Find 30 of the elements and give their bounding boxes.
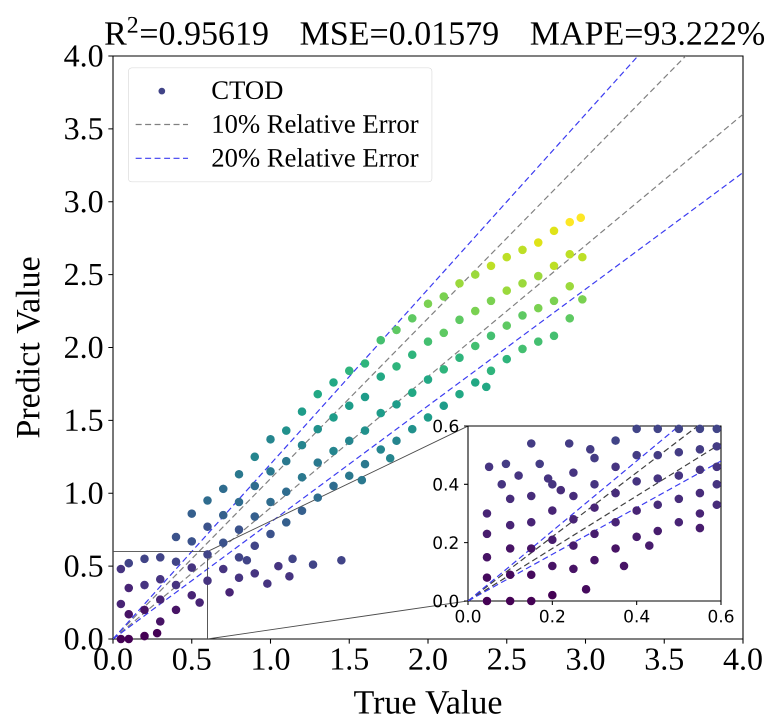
y-tick-label: 2.0 [65, 336, 102, 358]
chart-title: R$^{2}$=0.95619 MSE=0.01579 MAPE=93.222% [105, 16, 764, 46]
y-tick-label: 2.5 [65, 264, 102, 286]
x-tick-label: 0.5 [172, 648, 210, 670]
legend-label: 20% Relative Error [212, 148, 418, 167]
x-axis-title: True Value [354, 690, 502, 714]
x-tick-label: 3.0 [567, 648, 604, 670]
legend-label: CTOD [212, 81, 282, 100]
y-axis-title: Predict Value [16, 258, 40, 438]
y-tick-label: 0.5 [64, 555, 102, 577]
y-tick-label: 1.5 [66, 410, 102, 432]
x-tick-label: 1.0 [253, 648, 290, 670]
x-tick-label: 1.5 [332, 648, 368, 670]
legend-label: 10% Relative Error [214, 114, 418, 134]
y-tick-label: 4.0 [64, 45, 102, 67]
x-tick-label: 4.0 [724, 648, 762, 670]
x-tick-label: 3.5 [646, 648, 683, 670]
x-tick-label: 0.4 [624, 610, 650, 623]
x-tick-label: 0.6 [708, 610, 734, 623]
y-tick-label: 0.0 [64, 628, 102, 650]
x-tick-label: 0.2 [540, 610, 564, 623]
y-tick-label: 1.0 [66, 482, 102, 504]
y-tick-label: 0.4 [433, 478, 458, 491]
y-tick-label: 0.6 [433, 420, 458, 432]
x-tick-label: 2.5 [488, 648, 526, 670]
y-tick-label: 3.0 [65, 190, 102, 213]
y-tick-label: 3.5 [65, 118, 102, 140]
x-tick-label: 0.0 [456, 610, 480, 623]
x-tick-label: 0.0 [94, 648, 132, 670]
y-tick-label: 0.2 [433, 536, 458, 550]
